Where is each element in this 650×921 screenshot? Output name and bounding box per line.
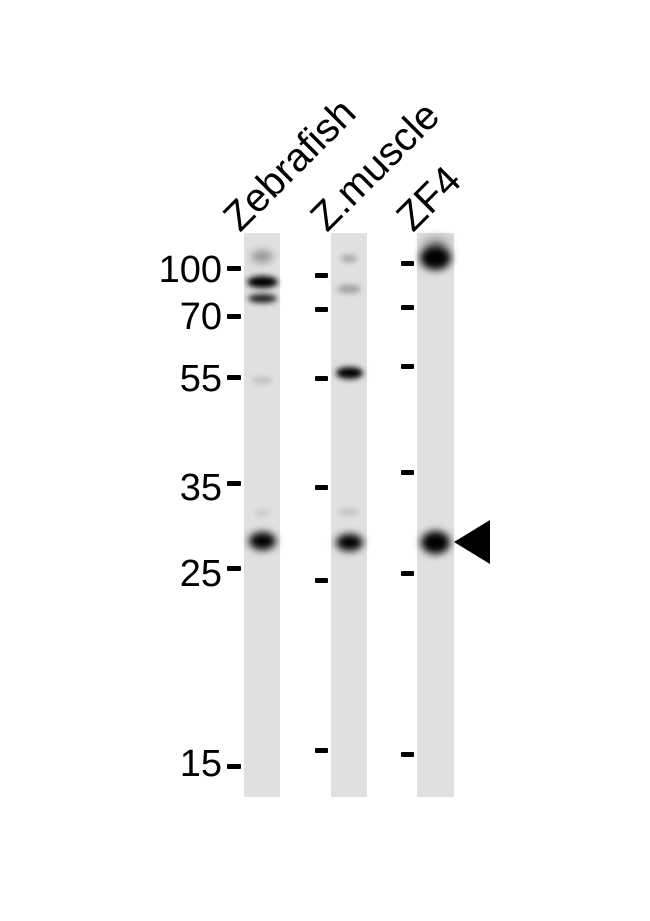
mw-tick xyxy=(401,364,414,369)
band xyxy=(248,532,276,550)
mw-label-25: 25 xyxy=(179,553,222,595)
mw-tick xyxy=(227,764,241,769)
band xyxy=(335,533,363,551)
mw-label-70: 70 xyxy=(179,296,222,338)
mw-tick xyxy=(315,376,328,381)
mw-tick xyxy=(227,566,241,571)
band-arrowhead xyxy=(454,520,490,564)
mw-label-35: 35 xyxy=(179,467,222,509)
mw-tick xyxy=(315,748,328,753)
mw-label-55: 55 xyxy=(179,358,222,400)
band xyxy=(337,285,361,293)
band xyxy=(421,530,450,554)
mw-tick xyxy=(401,261,414,266)
band xyxy=(246,276,278,288)
mw-tick xyxy=(227,481,241,486)
band xyxy=(247,293,277,303)
mw-tick xyxy=(401,752,414,757)
mw-tick xyxy=(227,375,241,380)
lane-strip-zebrafish xyxy=(244,233,280,797)
mw-tick xyxy=(315,578,328,583)
band xyxy=(252,376,272,384)
band xyxy=(341,254,357,262)
band xyxy=(420,246,451,270)
band xyxy=(339,509,359,515)
mw-tick xyxy=(401,305,414,310)
band xyxy=(255,510,269,516)
mw-tick xyxy=(227,314,241,319)
mw-tick xyxy=(227,266,241,271)
mw-tick xyxy=(315,485,328,490)
band xyxy=(251,249,273,263)
mw-tick xyxy=(315,307,328,312)
lane-strip-z-muscle xyxy=(331,233,367,797)
mw-tick xyxy=(401,470,414,475)
mw-tick xyxy=(401,571,414,576)
band xyxy=(335,367,363,379)
lane-strip-zf4 xyxy=(417,233,454,797)
mw-tick xyxy=(315,273,328,278)
mw-label-15: 15 xyxy=(179,743,222,785)
mw-label-100: 100 xyxy=(158,249,222,291)
